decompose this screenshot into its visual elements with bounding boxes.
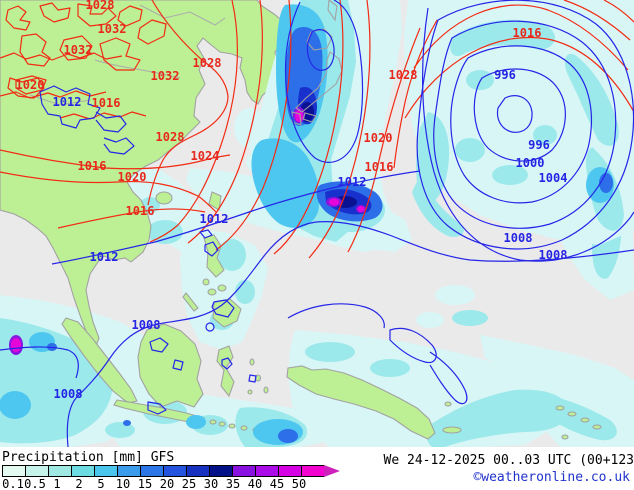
- scale-tick: 2: [75, 477, 83, 490]
- scale-swatch: [140, 465, 163, 477]
- isobar-label: 1012: [338, 175, 367, 189]
- precipitation-scale: [2, 465, 340, 477]
- isobar-label: 1032: [151, 69, 180, 83]
- isobar-label: 1008: [504, 231, 533, 245]
- isobar-label: 996: [528, 138, 550, 152]
- isobars-low: [0, 0, 634, 447]
- scale-swatch: [2, 465, 25, 477]
- legend-title: Precipitation [mm] GFS: [2, 450, 175, 465]
- isobar-label: 1016: [513, 26, 542, 40]
- sulawesi: [216, 345, 235, 398]
- isobar-label: 1004: [539, 171, 568, 185]
- scale-tick: 1: [53, 477, 61, 490]
- isobar-label: 1016: [126, 204, 155, 218]
- isobar-label: 1008: [54, 387, 83, 401]
- valid-time-label: We 24-12-2025 00..03 UTC (00+123: [383, 453, 634, 468]
- scale-swatch: [186, 465, 209, 477]
- scale-tick: 45: [269, 477, 285, 490]
- borneo: [137, 323, 204, 408]
- scale-tick: 30: [203, 477, 219, 490]
- isobar-label: 1012: [90, 250, 119, 264]
- scale-swatch: [94, 465, 117, 477]
- scale-tick: 25: [181, 477, 197, 490]
- isobars-high: [0, 0, 634, 259]
- scale-swatch: [278, 465, 301, 477]
- precipitation-pressure-map: 1028 1032 1032 1028 1032 1020 1016 1028 1024 1028…: [0, 0, 634, 447]
- scale-swatch: [117, 465, 140, 477]
- isobar-label: 1008: [539, 248, 568, 262]
- sumatra: [61, 317, 138, 404]
- scale-swatch: [255, 465, 278, 477]
- palawan: [182, 292, 199, 312]
- isobar-label: 996: [494, 68, 516, 82]
- scale-tick: 0.1: [2, 477, 24, 490]
- map-area: 1028 1032 1032 1028 1032 1020 1016 1028 1024 1028…: [0, 0, 634, 447]
- scale-swatch: [71, 465, 94, 477]
- scale-swatch: [25, 465, 48, 477]
- legend-strip: Precipitation [mm] GFS 0.1 0.5 1 2 5 10 15 20 25…: [0, 447, 634, 490]
- scale-tick: 20: [159, 477, 175, 490]
- isobar-label: 1028: [389, 68, 418, 82]
- scale-tick: 40: [247, 477, 263, 490]
- isobar-label: 1020: [118, 170, 147, 184]
- isobar-label: 1028: [156, 130, 185, 144]
- scale-swatch: [301, 465, 324, 477]
- scale-swatch: [232, 465, 255, 477]
- scale-tick: 5: [97, 477, 105, 490]
- isobar-label: 1032: [98, 22, 127, 36]
- isobar-label: 1016: [92, 96, 121, 110]
- isobar-label-layer: 1028 1032 1032 1028 1032 1020 1016 1028 1024 1028…: [16, 0, 568, 401]
- scale-tick: 50: [291, 477, 307, 490]
- isobar-label: 1008: [132, 318, 161, 332]
- scale-tick: 10: [115, 477, 131, 490]
- scale-tick: 35: [225, 477, 241, 490]
- isobar-label: 1024: [191, 149, 220, 163]
- isobar-label: 1012: [200, 212, 229, 226]
- scale-tick: 0.5: [24, 477, 46, 490]
- isobar-label: 1020: [364, 131, 393, 145]
- isobar-label: 1028: [193, 56, 222, 70]
- taiwan: [208, 191, 222, 211]
- scale-tick: 15: [137, 477, 153, 490]
- isobar-label: 1012: [53, 95, 82, 109]
- new-guinea: [286, 365, 436, 440]
- isobar-label: 1020: [16, 78, 45, 92]
- credit-link[interactable]: ©weatheronline.co.uk: [473, 470, 630, 485]
- hainan: [155, 191, 173, 205]
- scale-swatch: [163, 465, 186, 477]
- scale-tick-labels: 0.1 0.5 1 2 5 10 15 20 25 30 35 40 45 50: [2, 477, 310, 490]
- scale-swatch: [209, 465, 232, 477]
- isobar-label: 1028: [86, 0, 115, 12]
- isobar-label: 1016: [365, 160, 394, 174]
- isobar-label: 1032: [64, 43, 93, 57]
- isobar-label: 1000: [516, 156, 545, 170]
- scale-swatch: [48, 465, 71, 477]
- scale-overflow-arrow: [324, 465, 340, 477]
- isobar-label: 1016: [78, 159, 107, 173]
- luzon: [203, 234, 225, 278]
